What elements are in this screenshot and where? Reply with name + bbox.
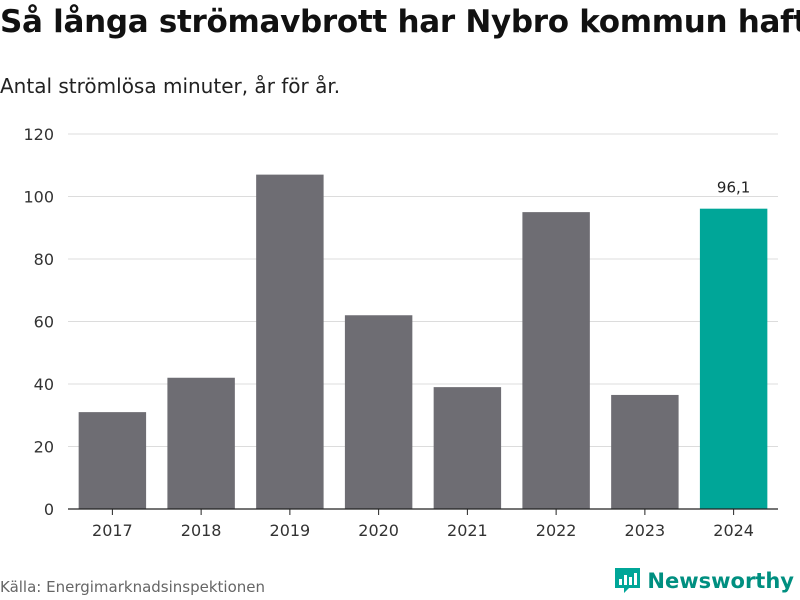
x-tick-label: 2017 — [92, 521, 133, 540]
x-tick-label: 2022 — [536, 521, 577, 540]
y-tick-label: 20 — [34, 438, 54, 457]
y-tick-label: 120 — [23, 125, 54, 144]
y-tick-label: 60 — [34, 313, 54, 332]
source-note: Källa: Energimarknadsinspektionen — [0, 578, 265, 596]
bar — [256, 175, 323, 509]
y-tick-label: 40 — [34, 375, 54, 394]
x-tick-label: 2023 — [625, 521, 666, 540]
x-tick-label: 2019 — [270, 521, 311, 540]
y-tick-label: 0 — [44, 500, 54, 519]
bar-chart: 0 20 40 60 80 100 120 2017 2018 2019 2020 2021 2022 2… — [0, 0, 800, 600]
bar — [345, 315, 412, 509]
x-tick-label: 2018 — [181, 521, 222, 540]
bar — [522, 212, 589, 509]
x-tick-label: 2024 — [713, 521, 754, 540]
x-tick-label: 2021 — [447, 521, 488, 540]
bar — [79, 412, 146, 509]
bar — [167, 378, 234, 509]
bar-chart-logo-icon — [615, 568, 640, 593]
data-label: 96,1 — [717, 179, 750, 197]
bar — [700, 209, 767, 509]
x-tick-label: 2020 — [358, 521, 399, 540]
y-tick-label: 80 — [34, 250, 54, 269]
bar — [434, 387, 501, 509]
brand-name: Newsworthy — [647, 569, 794, 593]
y-tick-label: 100 — [23, 188, 54, 207]
bar — [611, 395, 678, 509]
newsworthy-logo: Newsworthy — [615, 568, 794, 593]
